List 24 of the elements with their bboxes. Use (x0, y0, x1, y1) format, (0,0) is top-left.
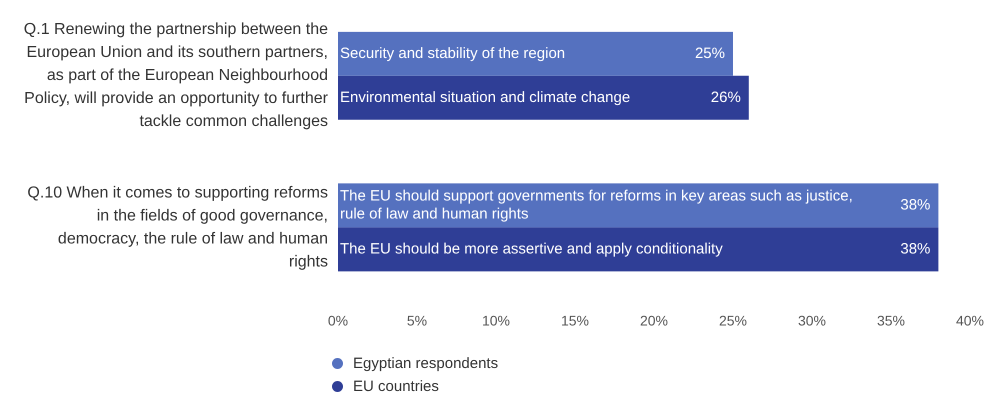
bar (338, 32, 733, 76)
x-tick-label: 10% (482, 312, 510, 328)
x-tick-label: 15% (560, 312, 590, 328)
data-label: 38% (900, 196, 930, 214)
bar (338, 227, 938, 272)
data-label: 38% (900, 240, 930, 258)
x-tick-label: 20% (640, 312, 668, 328)
x-tick-label: 25% (718, 312, 748, 328)
x-tick-label: 40% (956, 312, 984, 328)
legend-label: EU countries (353, 378, 439, 395)
annotation: The EU should support governments for reforms in key areas such as justice, rule of law and human rights (340, 188, 853, 223)
bar (338, 76, 749, 120)
y-tick-label: Q.10 When it comes to supporting reforms in the fields of good governance, democracy, the rule of law and human rights (27, 184, 328, 270)
data-label: 26% (710, 88, 741, 106)
annotation: Environmental situation and climate change (340, 88, 630, 106)
annotation: Security and stability of the region (340, 44, 566, 62)
x-tick-label: 30% (798, 312, 826, 328)
data-label: 25% (694, 44, 725, 62)
annotation: The EU should be more assertive and apply conditionality (340, 240, 724, 258)
x-tick-label: 0% (328, 312, 348, 328)
y-tick-label: Q.1 Renewing the partnership between the European Union and its southern partners, as part of the European Neighbourhood Policy, will provide an opportunity to further tackle common challenges (24, 21, 329, 130)
x-tick-label: 5% (406, 312, 428, 328)
x-tick-label: 35% (876, 312, 906, 328)
legend-label: Egyptian respondents (353, 355, 498, 372)
